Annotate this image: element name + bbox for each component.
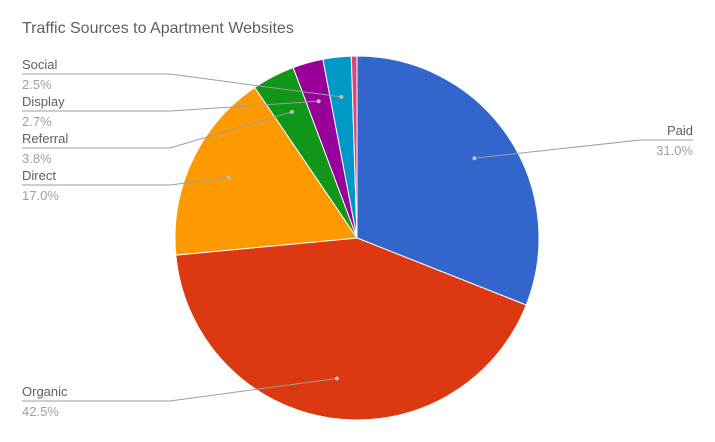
leader-dot-organic: [335, 376, 339, 381]
pie-slices: [174, 55, 540, 421]
slice-label-direct: Direct: [22, 168, 56, 183]
leader-dot-direct: [226, 175, 231, 180]
slice-label-referral: Referral: [22, 131, 68, 146]
slice-value-direct: 17.0%: [22, 188, 59, 203]
slice-value-social: 2.5%: [22, 77, 52, 92]
slice-value-display: 2.7%: [22, 114, 52, 129]
slice-value-organic: 42.5%: [22, 404, 59, 419]
slice-value-paid: 31.0%: [656, 143, 693, 158]
leader-lines: [22, 73, 693, 402]
slice-label-organic: Organic: [22, 384, 68, 399]
slice-paid[interactable]: [356, 55, 540, 306]
slice-label-paid: Paid: [667, 123, 693, 138]
slice-labels: Paid 31.0% Organic 42.5% Direct 17.0% Referral…: [22, 57, 693, 419]
slice-value-referral: 3.8%: [22, 151, 52, 166]
chart-title: Traffic Sources to Apartment Websites: [22, 20, 294, 37]
leader-line-display: [22, 100, 319, 112]
leader-line-social: [22, 73, 342, 98]
leader-line-direct: [22, 177, 229, 186]
slice-label-display: Display: [22, 94, 65, 109]
leader-line-organic: [22, 378, 338, 402]
slice-other-6[interactable]: [350, 55, 358, 239]
leader-dot-social: [339, 94, 344, 99]
slice-label-social: Social: [22, 57, 58, 72]
leader-dot-paid: [472, 156, 477, 161]
leader-dot-display: [316, 99, 321, 104]
leader-line-referral: [22, 111, 292, 149]
slice-direct[interactable]: [174, 86, 358, 256]
slice-organic[interactable]: [175, 237, 527, 421]
leader-dot-referral: [289, 109, 294, 114]
leader-line-paid: [474, 139, 693, 159]
